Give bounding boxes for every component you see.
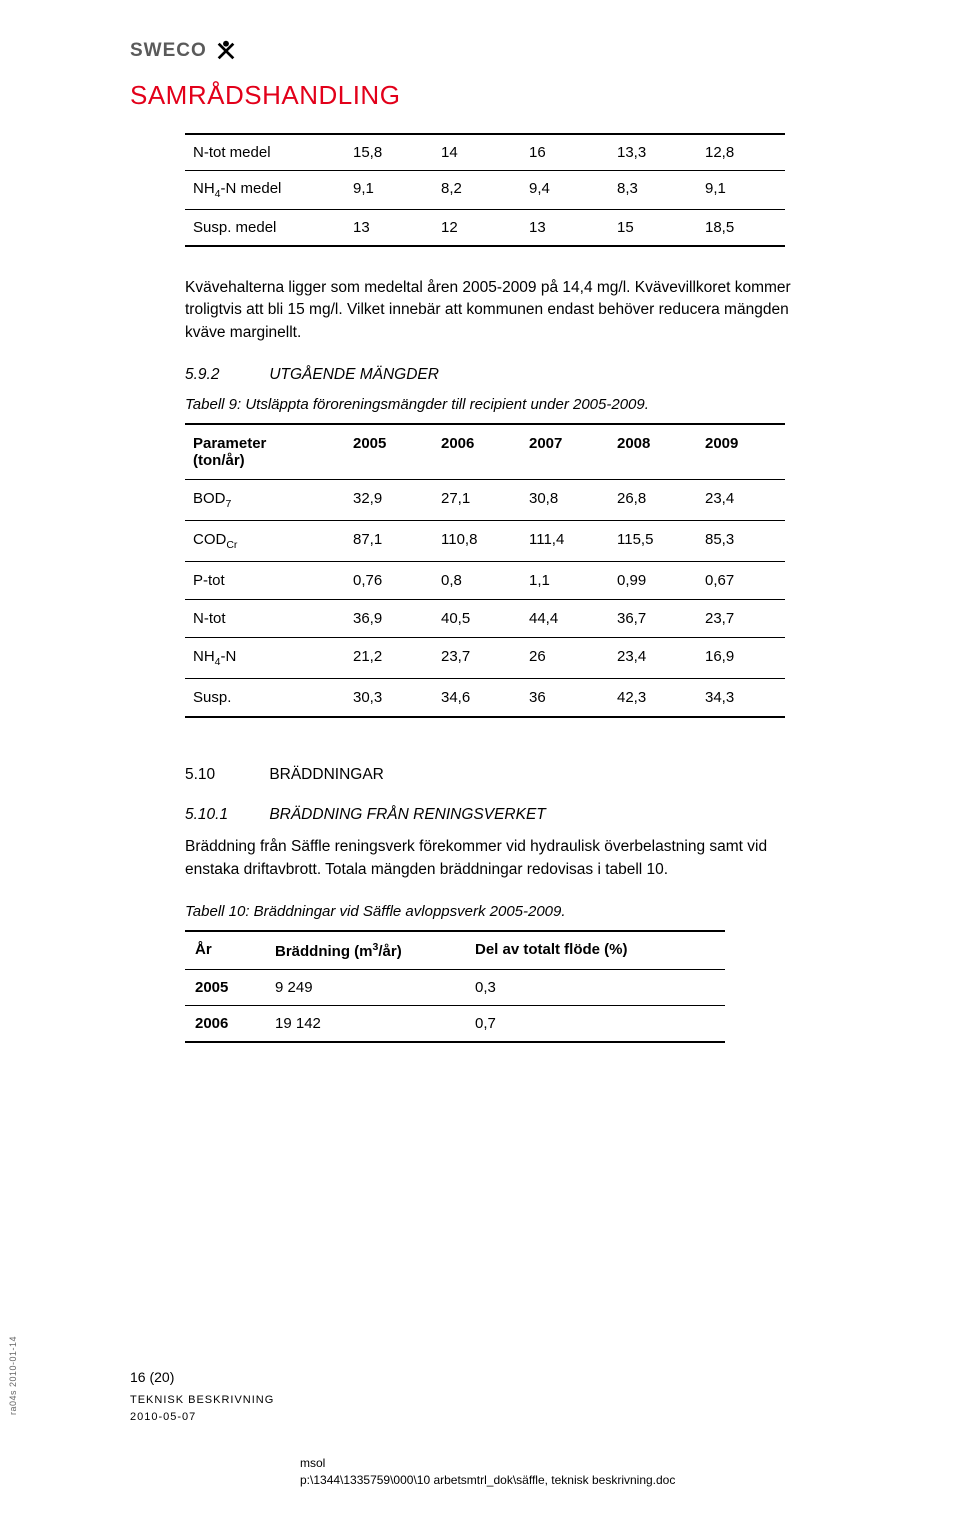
cell: P-tot <box>185 562 345 600</box>
th: Parameter(ton/år) <box>185 424 345 480</box>
table9-caption: Tabell 9: Utsläppta föroreningsmängder t… <box>185 396 860 413</box>
th: Del av totalt flöde (%) <box>465 931 725 970</box>
cell: 115,5 <box>609 521 697 562</box>
section-5101: 5.10.1 BRÄDDNING FRÅN RENINGSVERKET <box>185 806 860 824</box>
cell: 23,4 <box>609 638 697 679</box>
cell: 34,3 <box>697 679 785 718</box>
cell: N-tot <box>185 600 345 638</box>
page-footer: 16 (20) TEKNISK BESKRIVNING 2010-05-07 <box>130 1367 274 1425</box>
cell: Susp. <box>185 679 345 718</box>
cell: 44,4 <box>521 600 609 638</box>
bradd-paragraph: Bräddning från Säffle reningsverk föreko… <box>185 836 825 881</box>
cell: 27,1 <box>433 480 521 521</box>
section-592: 5.9.2 UTGÅENDE MÄNGDER <box>185 366 860 384</box>
side-rotated-text: ra04s 2010-01-14 <box>8 1336 18 1415</box>
cell: 2005 <box>185 970 265 1006</box>
section-title: UTGÅENDE MÄNGDER <box>269 366 439 383</box>
cell: 40,5 <box>433 600 521 638</box>
th: 2009 <box>697 424 785 480</box>
th: 2006 <box>433 424 521 480</box>
section-number: 5.10.1 <box>185 806 265 824</box>
th: Bräddning (m3/år) <box>265 931 465 970</box>
cell: 0,67 <box>697 562 785 600</box>
cell: 36 <box>521 679 609 718</box>
cell: 12,8 <box>697 134 785 171</box>
table-10: År Bräddning (m3/år) Del av totalt flöde… <box>185 930 725 1043</box>
cell: 26 <box>521 638 609 679</box>
cell: 15 <box>609 210 697 247</box>
section-title: BRÄDDNINGAR <box>269 766 384 783</box>
table-9: Parameter(ton/år) 2005 2006 2007 2008 20… <box>185 423 785 718</box>
cell: 1,1 <box>521 562 609 600</box>
cell: 13,3 <box>609 134 697 171</box>
section-number: 5.9.2 <box>185 366 265 384</box>
cell: 9,1 <box>345 171 433 210</box>
cell: 36,7 <box>609 600 697 638</box>
cell: NH4-N medel <box>185 171 345 210</box>
section-title: BRÄDDNING FRÅN RENINGSVERKET <box>269 806 545 823</box>
cell: 87,1 <box>345 521 433 562</box>
th: 2007 <box>521 424 609 480</box>
cell: 23,4 <box>697 480 785 521</box>
logo-text: SWECO <box>130 40 207 62</box>
page-title: SAMRÅDSHANDLING <box>130 80 860 111</box>
cell: 13 <box>345 210 433 247</box>
cell: 16,9 <box>697 638 785 679</box>
cell: 23,7 <box>697 600 785 638</box>
cell: BOD7 <box>185 480 345 521</box>
cell: 15,8 <box>345 134 433 171</box>
logo: SWECO <box>130 40 860 62</box>
cell: N-tot medel <box>185 134 345 171</box>
footer-line1: TEKNISK BESKRIVNING <box>130 1392 274 1409</box>
cell: 19 142 <box>265 1006 465 1043</box>
cell: 9,4 <box>521 171 609 210</box>
cell: 32,9 <box>345 480 433 521</box>
cell: 0,8 <box>433 562 521 600</box>
cell: NH4-N <box>185 638 345 679</box>
cell: 34,6 <box>433 679 521 718</box>
cell: 21,2 <box>345 638 433 679</box>
th: 2008 <box>609 424 697 480</box>
cell: 26,8 <box>609 480 697 521</box>
th: År <box>185 931 265 970</box>
cell: 110,8 <box>433 521 521 562</box>
section-510: 5.10 BRÄDDNINGAR <box>185 766 860 784</box>
cell: Susp. medel <box>185 210 345 247</box>
file-path: msol p:\1344\1335759\000\10 arbetsmtrl_d… <box>300 1455 675 1489</box>
cell: 0,3 <box>465 970 725 1006</box>
cell: 30,3 <box>345 679 433 718</box>
intro-paragraph: Kvävehalterna ligger som medeltal åren 2… <box>185 277 825 344</box>
cell: 30,8 <box>521 480 609 521</box>
cell: 2006 <box>185 1006 265 1043</box>
cell: 9 249 <box>265 970 465 1006</box>
cell: 12 <box>433 210 521 247</box>
logo-icon <box>215 40 237 62</box>
cell: 14 <box>433 134 521 171</box>
cell: 36,9 <box>345 600 433 638</box>
cell: CODCr <box>185 521 345 562</box>
th: 2005 <box>345 424 433 480</box>
section-number: 5.10 <box>185 766 265 784</box>
cell: 0,99 <box>609 562 697 600</box>
page-number: 16 (20) <box>130 1367 274 1388</box>
cell: 85,3 <box>697 521 785 562</box>
cell: 42,3 <box>609 679 697 718</box>
cell: 8,2 <box>433 171 521 210</box>
cell: 8,3 <box>609 171 697 210</box>
filepath-line2: p:\1344\1335759\000\10 arbetsmtrl_dok\sä… <box>300 1472 675 1489</box>
cell: 16 <box>521 134 609 171</box>
cell: 23,7 <box>433 638 521 679</box>
cell: 9,1 <box>697 171 785 210</box>
cell: 0,76 <box>345 562 433 600</box>
footer-line2: 2010-05-07 <box>130 1409 274 1426</box>
top-data-table: N-tot medel 15,8 14 16 13,3 12,8 NH4-N m… <box>185 133 785 247</box>
cell: 111,4 <box>521 521 609 562</box>
table10-caption: Tabell 10: Bräddningar vid Säffle avlopp… <box>185 903 860 920</box>
cell: 13 <box>521 210 609 247</box>
cell: 18,5 <box>697 210 785 247</box>
filepath-line1: msol <box>300 1455 675 1472</box>
cell: 0,7 <box>465 1006 725 1043</box>
